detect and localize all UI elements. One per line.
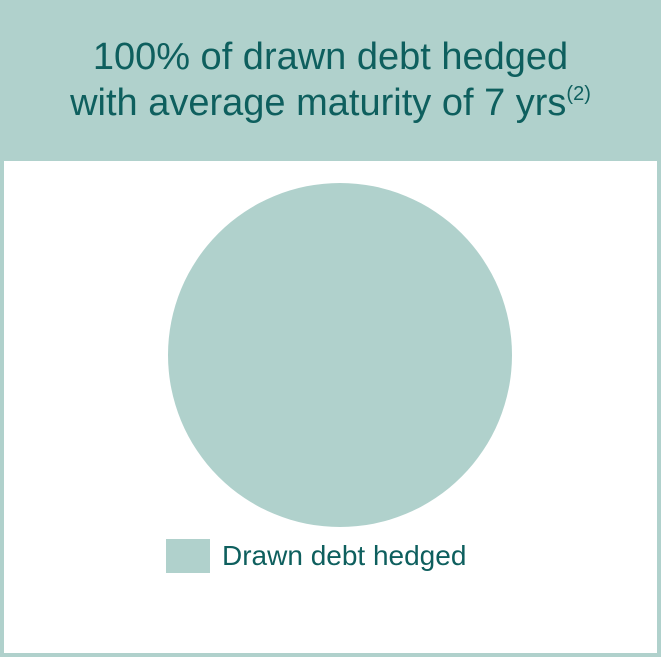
chart-title-line-1: 100% of drawn debt hedged [92, 35, 569, 78]
chart-title: 100% of drawn debt hedged with average m… [0, 0, 661, 160]
plot-area: Drawn debt hedged [4, 161, 657, 653]
footnote-marker: (2) [566, 83, 591, 105]
legend-label: Drawn debt hedged [222, 540, 467, 571]
pie-chart [168, 183, 512, 527]
legend-swatch [166, 539, 210, 573]
chart-title-line-2-text: with average maturity of 7 yrs [70, 82, 567, 124]
legend: Drawn debt hedged [166, 539, 466, 573]
pie-slice-drawn-debt-hedged [168, 183, 512, 527]
chart-title-line-2: with average maturity of 7 yrs(2) [70, 80, 591, 126]
